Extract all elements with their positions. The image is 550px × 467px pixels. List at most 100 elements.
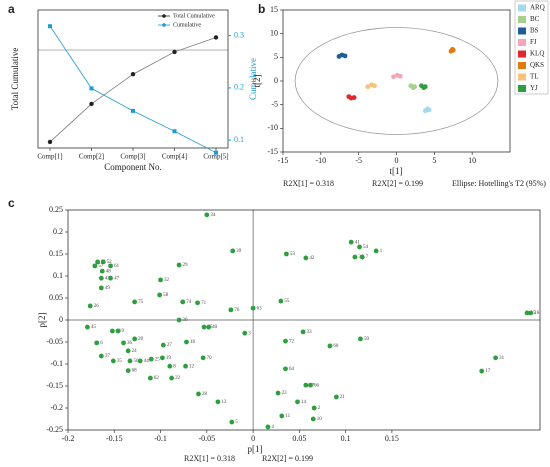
legend-label: FJ: [530, 38, 537, 46]
point: [92, 263, 98, 269]
point-label: 76: [234, 308, 240, 313]
point: [95, 259, 101, 265]
point: [132, 336, 138, 342]
point: [358, 336, 363, 342]
y-tick-label: -0.15: [46, 381, 63, 390]
point: [308, 382, 313, 388]
legend-label: TL: [530, 73, 539, 81]
point-label: 9: [121, 329, 124, 334]
point: [125, 368, 131, 373]
point-label: 47: [114, 276, 120, 281]
y2-tick-label: 0.2: [234, 83, 244, 92]
legend-swatch: [518, 85, 526, 92]
point: [275, 390, 281, 396]
point: [311, 405, 317, 411]
point: [342, 53, 348, 59]
point-label: 32: [164, 278, 170, 283]
point: [242, 330, 248, 336]
x-tick-label: 0: [395, 156, 399, 165]
point: [351, 95, 357, 100]
point-label: 16: [534, 311, 540, 316]
x-tick-label: -0.1: [154, 434, 167, 443]
legend-swatch: [518, 39, 526, 46]
point-label: 17: [485, 369, 491, 374]
point-label: 52: [107, 260, 113, 265]
point: [310, 416, 316, 422]
point-label: 31: [499, 356, 505, 361]
x-tick-label: -0.05: [198, 434, 215, 443]
x-tick-label: 0.15: [385, 434, 399, 443]
point-label: 40: [212, 325, 218, 330]
point-label: 45: [91, 325, 97, 330]
legend-swatch: [518, 27, 526, 35]
y2-axis-label: Cumulative: [248, 58, 258, 100]
point: [303, 382, 309, 388]
point-label: 3: [248, 331, 251, 336]
point: [121, 340, 126, 346]
plot-frame: [282, 9, 511, 153]
point-label: 44: [144, 359, 150, 364]
annotation: R2X[1] = 0.318: [283, 179, 334, 188]
point: [365, 84, 371, 90]
point-label: 62: [154, 376, 160, 381]
marker: [131, 108, 135, 113]
marker: [89, 101, 94, 107]
x-tick-label: -15: [278, 156, 289, 165]
point: [229, 419, 235, 425]
point-label: 19: [166, 356, 172, 361]
y-tick-label: -0.25: [46, 425, 63, 434]
point-label: 1: [380, 249, 383, 254]
y-tick-label: -0.05: [46, 337, 63, 346]
point: [98, 275, 104, 281]
point: [215, 399, 221, 405]
point: [98, 285, 104, 291]
point: [100, 259, 106, 265]
y-tick-label: 0: [274, 76, 278, 85]
point: [157, 292, 163, 298]
y-tick-label: -10: [267, 123, 278, 132]
point-label: 20: [138, 337, 144, 342]
x-tick-label: Comp[4]: [162, 153, 187, 161]
y-tick-label: 0.1: [53, 271, 63, 280]
point-label: 70: [207, 356, 213, 361]
point: [87, 303, 93, 309]
point: [85, 324, 90, 330]
point-label: 23: [282, 391, 288, 396]
point: [422, 84, 428, 90]
point: [115, 328, 121, 334]
point: [158, 277, 163, 283]
point: [283, 338, 288, 344]
point-label: 27: [167, 343, 173, 348]
point: [169, 375, 175, 381]
point-label: 39: [236, 249, 242, 254]
y-tick-label: -0.1: [50, 359, 63, 368]
point-label: 14: [301, 400, 307, 405]
point-label: 72: [289, 339, 295, 344]
point: [108, 275, 113, 281]
point-label: 55: [284, 299, 290, 304]
point-label: 75: [138, 300, 144, 305]
panel-label: c: [8, 196, 15, 210]
series-line: [49, 37, 217, 143]
legend-label: KLQ: [530, 50, 544, 58]
point-label: 57: [98, 264, 104, 269]
point-label: 5: [235, 420, 238, 425]
legend-swatch: [518, 4, 526, 12]
point: [359, 254, 365, 260]
point: [125, 348, 131, 354]
point: [137, 358, 143, 364]
point-label: 71: [201, 301, 207, 306]
confidence-ellipse: [294, 27, 499, 135]
point-label: 41: [355, 240, 361, 245]
legend-label: YJ: [530, 84, 538, 92]
point-label: 26: [94, 304, 100, 309]
point-label: 22: [175, 376, 181, 381]
point: [147, 375, 153, 381]
x-axis-label: p[1]: [248, 444, 263, 454]
marker: [89, 86, 94, 91]
point-label: 33: [307, 330, 313, 335]
y2-tick-label: 0.1: [234, 135, 244, 144]
point-label: 50: [364, 337, 370, 342]
x-tick-label: 5: [432, 156, 436, 165]
legend-label: Cumulative: [173, 22, 201, 28]
